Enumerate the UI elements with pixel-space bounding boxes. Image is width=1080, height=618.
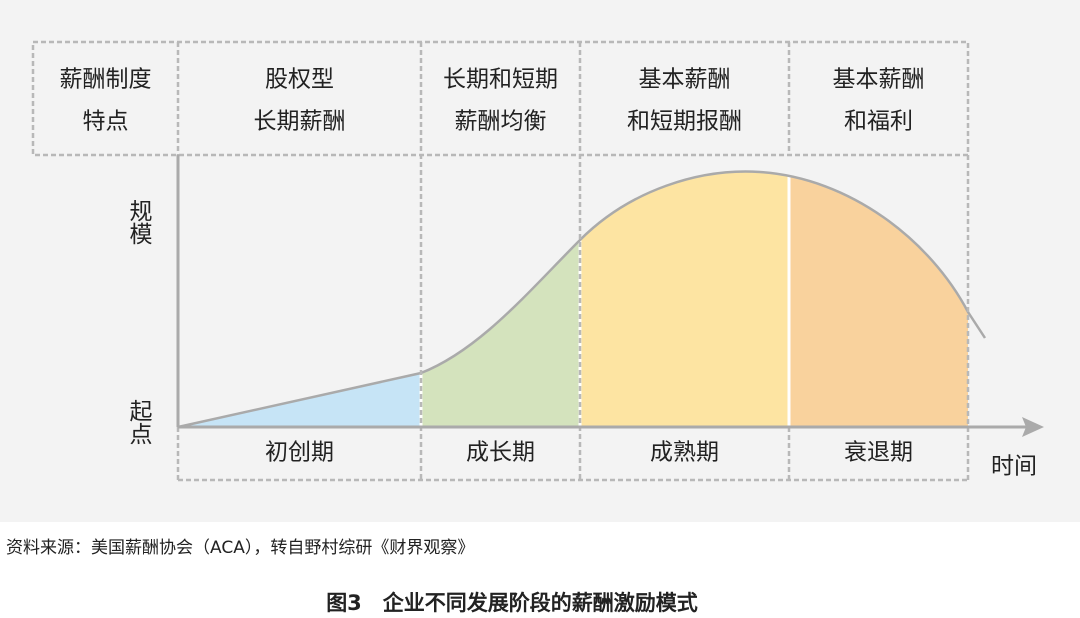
x-axis-arrow	[1022, 417, 1044, 437]
growth-curve	[177, 170, 987, 429]
header-text: 长期薪酬	[254, 109, 346, 135]
header-text: 和短期报酬	[627, 109, 742, 135]
x-axis-label: 时间	[991, 454, 1037, 480]
header-text: 薪酬均衡	[455, 109, 547, 135]
header-text: 股权型	[265, 67, 334, 93]
header-text: 基本薪酬	[833, 67, 925, 93]
header-text: 和福利	[844, 109, 913, 135]
header-text: 长期和短期	[443, 67, 558, 93]
header-text: 基本薪酬	[639, 67, 731, 93]
y-axis-label: 规模	[125, 199, 153, 245]
header-frame	[31, 40, 970, 157]
y-origin-label: 起点	[125, 399, 153, 445]
stage-label: 初创期	[265, 440, 334, 466]
stage-label: 成长期	[466, 440, 535, 466]
caption: 图3 企业不同发展阶段的薪酬激励模式	[326, 591, 698, 615]
header-text: 薪酬制度	[60, 67, 152, 93]
stage-label: 成熟期	[650, 440, 719, 466]
area-mature	[580, 171, 789, 427]
stage-label: 衰退期	[844, 440, 913, 466]
header-text: 特点	[83, 109, 129, 135]
source-note: 资料来源：美国薪酬协会（ACA），转自野村综研《财界观察》	[6, 538, 474, 558]
